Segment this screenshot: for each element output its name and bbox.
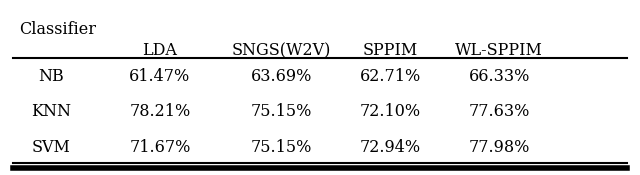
- Text: 72.94%: 72.94%: [360, 138, 421, 156]
- Text: SPPIM: SPPIM: [363, 42, 418, 59]
- Text: 71.67%: 71.67%: [129, 138, 191, 156]
- Text: WL-SPPIM: WL-SPPIM: [455, 42, 543, 59]
- Text: 78.21%: 78.21%: [129, 103, 191, 121]
- Text: 77.63%: 77.63%: [468, 103, 530, 121]
- Text: 75.15%: 75.15%: [251, 103, 312, 121]
- Text: LDA: LDA: [143, 42, 177, 59]
- Text: NB: NB: [38, 68, 64, 86]
- Text: SNGS(W2V): SNGS(W2V): [232, 42, 332, 59]
- Text: SVM: SVM: [32, 138, 70, 156]
- Text: 66.33%: 66.33%: [468, 68, 530, 86]
- Text: KNN: KNN: [31, 103, 71, 121]
- Text: 77.98%: 77.98%: [468, 138, 530, 156]
- Text: 61.47%: 61.47%: [129, 68, 191, 86]
- Text: 75.15%: 75.15%: [251, 138, 312, 156]
- Text: 62.71%: 62.71%: [360, 68, 421, 86]
- Text: 63.69%: 63.69%: [251, 68, 312, 86]
- Text: 72.10%: 72.10%: [360, 103, 421, 121]
- Text: Classifier: Classifier: [19, 21, 96, 38]
